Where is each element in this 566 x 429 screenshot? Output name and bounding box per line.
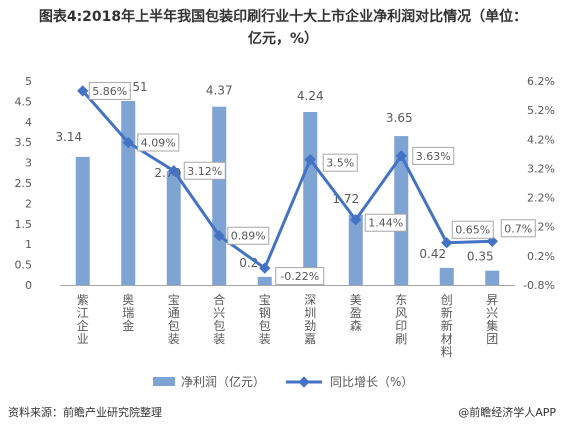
bar [121,100,136,285]
growth-marker [213,230,225,242]
bar [257,276,272,285]
y-left-tick-label: 0 [25,279,32,292]
growth-label: 0.65% [455,224,490,237]
y-left-tick-label: 1 [25,238,32,251]
chart-title-line1: 图表4:2018年上半年我国包装印刷行业十大上市企业净利润对比情况（单位： [38,9,528,25]
bar [439,267,454,285]
growth-label-box [275,267,325,286]
growth-marker [168,165,180,177]
bar [212,106,227,285]
brand-watermark: @前瞻经济学人APP [458,406,556,419]
legend-line-marker [298,376,310,388]
category-label: 东风印刷 [395,293,407,346]
growth-label-box [137,133,180,152]
category-label: 深圳劲嘉 [304,293,316,346]
bar [166,171,181,285]
growth-label: 0.7% [504,222,532,235]
growth-label: 0.89% [231,230,266,243]
growth-label-box [183,161,226,180]
category-label: 宝钢包装 [259,293,271,346]
y-right-tick-label: 2.2% [527,192,555,205]
legend-bar-label: 净利润（亿元） [181,374,265,389]
bar [303,112,318,286]
source-note: 资料来源：前瞻产业研究院整理 [8,406,162,419]
y-right-tick-label: -0.8% [523,279,555,292]
growth-marker [441,237,453,249]
growth-label: 4.09% [141,136,176,149]
growth-marker [350,214,362,226]
growth-line [81,89,493,270]
y-left-tick-label: 0.5 [15,259,33,272]
chart-title: 图表4:2018年上半年我国包装印刷行业十大上市企业净利润对比情况（单位： 亿元… [0,6,566,50]
bar-value-label: 3.65 [386,111,413,125]
growth-marker [395,150,407,162]
y-left-tick-label: 2 [25,197,32,210]
y-left-tick-label: 5 [25,75,32,88]
category-label: 创新新材料 [441,293,453,359]
growth-label: 3.63% [416,150,451,163]
category-label: 合兴包装 [213,292,225,346]
bar-value-label: 4.37 [206,84,233,98]
legend-line-label: 同比增长（%） [330,375,413,389]
category-label: 紫江企业 [77,293,89,346]
growth-label: 5.86% [92,85,127,98]
y-left-tick-label: 4 [25,116,32,129]
y-left-tick-label: 3 [25,157,32,170]
bar-value-label: 3.14 [55,130,82,144]
y-left-tick-label: 2.5 [15,177,33,190]
category-label: 美盈森 [350,293,362,333]
y-right-tick-label: 5.2% [527,104,555,117]
growth-label-box [227,226,270,245]
y-right-tick-label: 3.2% [527,162,555,175]
chart-title-line2: 亿元，%） [247,31,319,47]
growth-marker [304,154,316,166]
legend-bar-swatch [153,377,175,386]
bar [394,136,409,285]
y-left-tick-label: 3.5 [15,136,33,149]
y-left-tick-label: 4.5 [15,95,33,108]
growth-label-box [364,213,407,232]
growth-label: -0.22% [280,270,319,283]
category-label: 昇兴集团 [486,293,498,346]
growth-label-box [88,81,131,100]
y-right-tick-label: 6.2% [527,75,555,88]
growth-label-box [500,219,536,238]
bar [75,156,90,285]
growth-label-box [412,146,455,165]
category-label: 奥瑞金 [122,293,134,333]
y-right-tick-label: 0.2% [527,250,555,263]
growth-label: 1.44% [368,217,403,230]
y-right-tick-label: 4.2% [527,133,555,146]
growth-marker [259,262,271,274]
bar [348,214,363,285]
category-label: 宝通包装 [168,293,180,346]
growth-label-box [322,153,358,172]
bar [485,270,500,285]
y-left-tick-label: 1.5 [15,218,33,231]
bar-value-label: 0.42 [419,247,446,261]
bar-value-label: 0.35 [467,250,494,264]
growth-label-box [451,220,494,239]
growth-label: 3.5% [326,157,354,170]
growth-label: 3.12% [187,165,222,178]
bar-value-label: 4.24 [297,89,324,103]
